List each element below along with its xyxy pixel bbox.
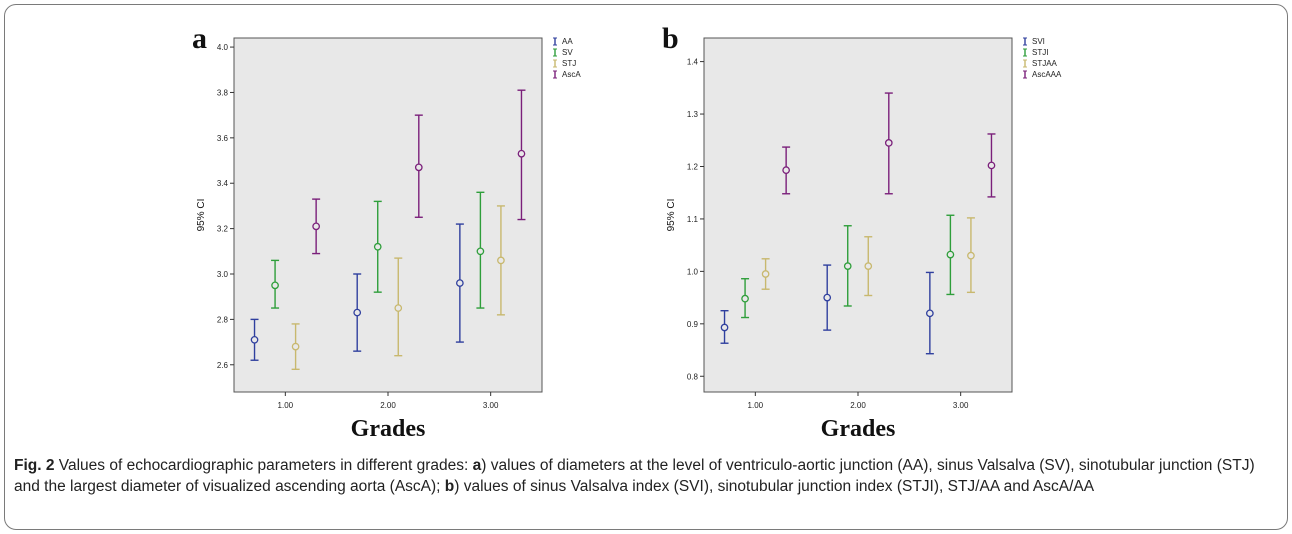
mean-point-stj: [394, 304, 403, 312]
mean-point-stjaa: [967, 251, 975, 260]
y-axis-title: 95% CI: [666, 199, 677, 232]
y-tick-label: 1.0: [687, 267, 699, 276]
mean-point-ascaaa: [782, 166, 790, 175]
y-tick-label: 1.4: [687, 58, 699, 67]
mean-point-stji: [946, 250, 955, 259]
x-axis-title: Grades: [351, 416, 426, 442]
plot-area: [703, 37, 1013, 393]
mean-point-aa: [250, 335, 259, 344]
plot-area: [233, 37, 543, 393]
y-tick-label: 3.2: [217, 225, 229, 234]
mean-point-stj: [291, 342, 300, 351]
caption-figure-label: Fig. 2: [14, 457, 55, 474]
mean-point-svi: [926, 309, 934, 318]
x-tick-label: 1.00: [748, 401, 764, 410]
mean-point-aa: [353, 308, 362, 317]
mean-point-sv: [476, 247, 485, 256]
y-tick-label: 3.4: [217, 179, 229, 188]
mean-point-ascaaa: [884, 139, 893, 147]
legend-label: AscA: [562, 70, 581, 79]
legend-label: STJ: [562, 59, 576, 68]
mean-point-asca: [414, 163, 423, 172]
legend-label: AscAAA: [1032, 70, 1062, 79]
x-tick-label: 2.00: [850, 401, 866, 410]
legend-label: STJAA: [1032, 59, 1058, 68]
y-tick-label: 1.3: [687, 110, 699, 119]
figure-caption: Fig. 2 Values of echocardiographic param…: [14, 455, 1276, 497]
mean-point-stji: [741, 294, 749, 303]
caption-text-2: ) values of diameters at the level of ve…: [14, 457, 1255, 495]
caption-text-3: ) values of sinus Valsalva index (SVI), …: [454, 478, 1095, 495]
y-tick-label: 2.6: [217, 361, 229, 370]
mean-point-sv: [373, 242, 382, 251]
mean-point-asca: [312, 222, 320, 231]
mean-point-sv: [271, 281, 279, 290]
x-tick-label: 3.00: [953, 401, 969, 410]
panel-letter: a: [192, 22, 207, 55]
x-tick-label: 1.00: [278, 401, 294, 410]
caption-letter-a: a: [472, 457, 482, 474]
y-tick-label: 2.8: [217, 315, 229, 324]
x-axis-title: Grades: [821, 416, 896, 442]
legend-label: SVI: [1032, 37, 1045, 46]
mean-point-stj: [497, 256, 505, 265]
mean-point-stjaa: [864, 262, 873, 270]
legend-label: STJI: [1032, 48, 1048, 57]
y-tick-label: 4.0: [217, 43, 229, 52]
chart-panel-b: b 0.8 0.9 1.0 1.1 1.2 1.3 1.4 1.00 2.00 3.00 Grades…: [662, 22, 1062, 442]
y-tick-label: 1.2: [687, 162, 699, 171]
caption-letter-b: b: [444, 478, 455, 495]
y-tick-label: 0.9: [687, 320, 699, 329]
y-tick-label: 0.8: [687, 372, 699, 381]
mean-point-stjaa: [761, 270, 770, 278]
mean-point-stji: [843, 262, 852, 270]
legend-label: SV: [562, 48, 573, 57]
y-tick-label: 3.0: [217, 270, 229, 279]
caption-text-1: Values of echocardiographic parameters i…: [54, 457, 473, 474]
panel-letter: b: [662, 22, 679, 55]
chart-panel-a: a 2.6 2.8 3.0 3.2 3.4 3.6 3.8 4.0 1.00 2.00 3.00 Gra…: [192, 22, 581, 442]
x-tick-label: 2.00: [380, 401, 396, 410]
figure-frame: [4, 4, 1288, 530]
x-tick-label: 3.00: [483, 401, 499, 410]
mean-point-svi: [823, 293, 832, 302]
y-axis-title: 95% CI: [196, 199, 207, 232]
legend-label: AA: [562, 37, 573, 46]
y-tick-label: 1.1: [687, 215, 699, 224]
mean-point-aa: [456, 279, 464, 287]
mean-point-asca: [517, 149, 526, 158]
y-tick-label: 3.6: [217, 134, 229, 143]
mean-point-svi: [720, 323, 729, 332]
y-tick-label: 3.8: [217, 88, 229, 97]
mean-point-ascaaa: [987, 161, 996, 170]
